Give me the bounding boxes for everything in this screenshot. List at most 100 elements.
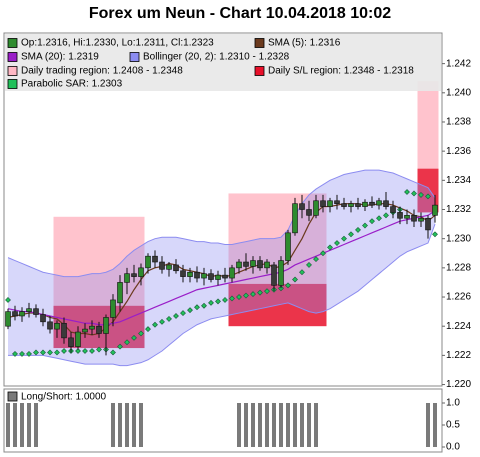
sar-dot <box>432 231 438 238</box>
sar-dot <box>327 244 333 251</box>
candle-body <box>103 317 109 334</box>
candle-body <box>229 267 235 279</box>
bar <box>433 403 437 447</box>
candle-body <box>355 203 361 207</box>
y-tick-label: 1.228 <box>446 262 471 273</box>
candle-body <box>215 274 221 280</box>
candle-body <box>425 217 431 231</box>
bar <box>6 403 10 447</box>
bar <box>307 403 311 447</box>
candle-body <box>383 200 389 207</box>
candle-body <box>243 261 249 267</box>
legend-swatch <box>129 52 140 62</box>
sar-dot <box>194 304 200 311</box>
sar-dot <box>159 318 165 325</box>
bar <box>251 403 255 447</box>
candle-body <box>68 337 74 347</box>
bar <box>27 403 31 447</box>
bar <box>286 403 290 447</box>
candle-body <box>152 255 158 263</box>
bar <box>279 403 283 447</box>
legend-label: Long/Short: 1.0000 <box>21 392 107 403</box>
sar-dot <box>117 343 123 350</box>
sar-dot <box>222 297 228 303</box>
sar-dot <box>257 289 263 296</box>
sar-dot <box>299 269 305 276</box>
candle-body <box>12 311 18 317</box>
candle-body <box>432 204 438 216</box>
legend-label: Daily trading region: 1.2408 - 1.2348 <box>21 66 183 77</box>
candle-body <box>299 203 305 210</box>
candle-body <box>397 212 403 219</box>
bar <box>265 403 269 447</box>
candle-body <box>334 200 340 204</box>
sar-dot <box>208 299 214 306</box>
sar-dot <box>376 215 382 222</box>
sar-dot <box>425 193 431 200</box>
sar-dot <box>229 295 235 302</box>
legend-swatch <box>7 391 18 402</box>
legend: Op:1.2316, Hi:1.2330, Lo:1.2311, Cl:1.23… <box>5 34 441 91</box>
sar-dot <box>278 285 284 292</box>
sar-dot <box>201 302 207 309</box>
y-tick-label: 1.226 <box>446 292 471 303</box>
candle-body <box>110 299 116 318</box>
sar-dot <box>369 218 375 225</box>
candle-body <box>285 232 291 261</box>
candle-body <box>257 260 263 269</box>
sar-dot <box>110 349 116 356</box>
y-tick-label: 1.234 <box>446 175 471 186</box>
legend-swatch <box>254 66 265 76</box>
y-tick-label: 1.220 <box>446 379 471 390</box>
candle-body <box>306 209 312 216</box>
sar-dot <box>418 191 424 198</box>
sar-dot <box>243 292 249 299</box>
band-upper <box>7 169 436 278</box>
candle-body <box>117 282 123 304</box>
bar <box>118 403 122 447</box>
legend-label: Bollinger (20, 2): 1.2310 - 1.2328 <box>143 52 290 63</box>
sar-dot <box>383 212 389 219</box>
sar-dot <box>187 307 193 314</box>
legend-label: Op:1.2316, Hi:1.2330, Lo:1.2311, Cl:1.23… <box>21 38 214 49</box>
sar-dot <box>215 298 221 305</box>
sar-dot <box>292 276 298 283</box>
legend-swatch <box>7 66 18 76</box>
sub-plot: Long/Short: 1.0000 <box>6 391 437 447</box>
sar-dot <box>173 313 179 319</box>
sar-dot <box>89 348 95 354</box>
sar-dot <box>152 321 158 328</box>
candle-body <box>194 271 200 279</box>
region-block <box>228 193 327 284</box>
candle-body <box>292 203 298 234</box>
bar <box>132 403 136 447</box>
candle-body <box>264 261 270 269</box>
y-tick-label: 1.0 <box>446 398 460 409</box>
bar <box>139 403 143 447</box>
candle-body <box>40 314 46 323</box>
y-tick-label: 1.224 <box>446 321 471 332</box>
bar <box>426 403 430 447</box>
y-tick-label: 1.232 <box>446 204 471 215</box>
sar-dot <box>54 349 60 356</box>
candle-body <box>138 267 144 277</box>
candle-body <box>173 264 179 272</box>
band-lower <box>8 223 436 367</box>
sar-dot <box>124 339 130 346</box>
sar-dot <box>19 350 25 357</box>
sar-dot <box>320 250 326 257</box>
region-block <box>53 216 145 306</box>
sar-dot <box>75 348 81 354</box>
sar-dot <box>166 315 172 322</box>
candle-body <box>82 328 88 333</box>
sar-dot <box>96 346 102 353</box>
legend-label: SMA (5): 1.2316 <box>268 38 341 49</box>
bar <box>272 403 276 447</box>
y-tick-label: 1.230 <box>446 233 471 244</box>
legend-swatch <box>7 52 18 62</box>
candle-body <box>47 321 53 330</box>
candle-body <box>362 201 368 207</box>
bar <box>20 403 24 447</box>
legend-background <box>5 34 441 91</box>
